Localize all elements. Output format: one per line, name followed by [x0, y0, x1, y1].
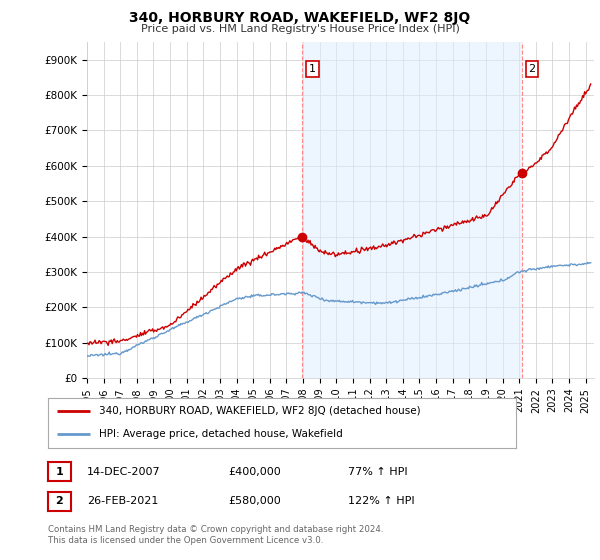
- Text: Contains HM Land Registry data © Crown copyright and database right 2024.
This d: Contains HM Land Registry data © Crown c…: [48, 525, 383, 545]
- Text: HPI: Average price, detached house, Wakefield: HPI: Average price, detached house, Wake…: [100, 430, 343, 440]
- Text: 340, HORBURY ROAD, WAKEFIELD, WF2 8JQ (detached house): 340, HORBURY ROAD, WAKEFIELD, WF2 8JQ (d…: [100, 406, 421, 416]
- Text: 1: 1: [309, 64, 316, 74]
- Text: 340, HORBURY ROAD, WAKEFIELD, WF2 8JQ: 340, HORBURY ROAD, WAKEFIELD, WF2 8JQ: [130, 11, 470, 25]
- Text: 122% ↑ HPI: 122% ↑ HPI: [348, 496, 415, 506]
- Text: 1: 1: [56, 466, 63, 477]
- Bar: [302, 42, 521, 378]
- Text: Price paid vs. HM Land Registry's House Price Index (HPI): Price paid vs. HM Land Registry's House …: [140, 24, 460, 34]
- Text: 77% ↑ HPI: 77% ↑ HPI: [348, 466, 407, 477]
- Text: 26-FEB-2021: 26-FEB-2021: [87, 496, 158, 506]
- Text: 2: 2: [529, 64, 535, 74]
- Text: 14-DEC-2007: 14-DEC-2007: [87, 466, 161, 477]
- Text: £400,000: £400,000: [228, 466, 281, 477]
- Text: 2: 2: [56, 496, 63, 506]
- Text: £580,000: £580,000: [228, 496, 281, 506]
